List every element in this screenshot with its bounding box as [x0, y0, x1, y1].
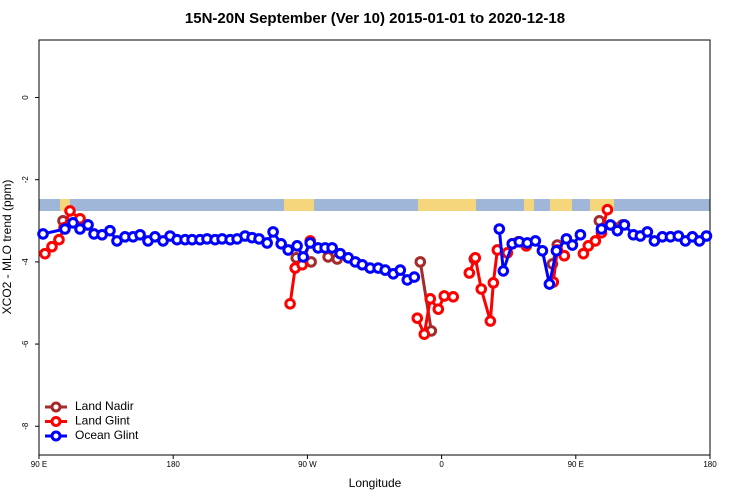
data-point [536, 244, 549, 257]
x-tick-label: 180 [167, 460, 181, 469]
data-point [53, 233, 65, 246]
legend-label: Land Nadir [75, 399, 134, 413]
data-point [414, 256, 427, 268]
data-point [46, 240, 58, 253]
legend-marker [50, 401, 62, 413]
data-point [291, 240, 303, 252]
data-point [577, 247, 590, 260]
data-point [326, 242, 338, 254]
land-patch [524, 199, 534, 211]
data-point [394, 264, 407, 276]
data-point [475, 283, 488, 295]
data-point [284, 297, 296, 310]
data-point [418, 328, 431, 340]
ocean-strip [39, 199, 710, 211]
data-point [438, 290, 451, 302]
plot-frame [38, 39, 711, 456]
data-point [37, 228, 49, 240]
y-tick-label: -4 [21, 258, 30, 266]
data-point [487, 277, 500, 289]
data-point [134, 228, 146, 241]
data-point [82, 219, 94, 231]
data-point [282, 244, 294, 256]
data-point [700, 230, 713, 242]
data-point [267, 226, 279, 238]
chart-title: 15N-20N September (Ver 10) 2015-01-01 to… [185, 10, 565, 27]
y-axis-label: XCO2 - MLO trend (ppm) [0, 180, 14, 315]
data-point [463, 267, 476, 279]
data-point [595, 223, 608, 235]
series-line [43, 208, 609, 340]
data-point [304, 237, 317, 249]
data-point [39, 247, 51, 260]
data-point [529, 235, 542, 247]
data-point [297, 251, 310, 263]
data-point [543, 278, 556, 290]
data-point [64, 205, 76, 217]
data-point [574, 228, 587, 241]
x-tick-label: 90 E [31, 460, 47, 469]
series-line [295, 219, 623, 332]
data-point [566, 239, 579, 251]
y-tick-label: -2 [21, 176, 30, 184]
y-tick-label: 0 [21, 95, 30, 100]
data-point [104, 224, 116, 237]
land-patch [550, 199, 572, 211]
data-point [601, 203, 614, 216]
x-tick-label: 180 [703, 460, 717, 469]
x-tick-label: 90 E [568, 460, 584, 469]
data-point [59, 223, 71, 235]
land-patch [60, 199, 70, 211]
data-point [261, 237, 273, 249]
data-point [641, 226, 654, 238]
data-point [497, 265, 510, 277]
y-tick-label: -8 [21, 422, 30, 430]
x-tick-label: 90 W [298, 460, 317, 469]
x-tick-label: 0 [439, 460, 444, 469]
data-point [432, 303, 445, 315]
data-point [322, 251, 334, 263]
data-point [604, 219, 617, 231]
data-point [67, 217, 79, 229]
land-patch [284, 199, 314, 211]
legend-label: Land Glint [75, 414, 130, 428]
map-strip [39, 199, 710, 211]
data-point [408, 271, 421, 283]
data-point [424, 293, 437, 305]
y-tick-label: -6 [21, 340, 30, 348]
data-point [447, 291, 460, 303]
data-point [411, 312, 424, 324]
data-point [484, 315, 497, 327]
data-point [558, 249, 571, 262]
data-point [611, 224, 624, 237]
data-point [589, 235, 602, 247]
data-point [469, 251, 482, 264]
legend-label: Ocean Glint [75, 428, 139, 442]
x-axis-label: Longitude [349, 476, 402, 490]
data-point [493, 223, 506, 235]
data-point [275, 238, 287, 250]
land-patch [418, 199, 476, 211]
legend-marker [50, 416, 62, 427]
data-point [550, 244, 563, 257]
legend-marker [50, 430, 62, 442]
data-point [618, 219, 631, 231]
